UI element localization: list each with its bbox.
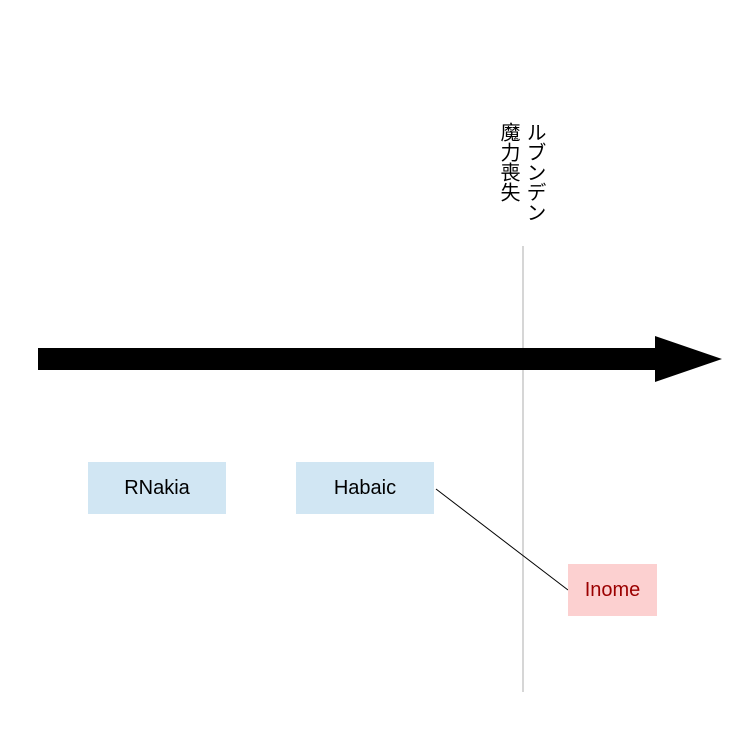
event-box-rnakia: RNakia: [88, 462, 226, 514]
event-label-inome: Inome: [584, 578, 641, 601]
connector-line: [435, 488, 569, 591]
event-label-rnakia: RNakia: [124, 476, 190, 499]
event-label-habaic: Habaic: [333, 476, 397, 499]
event-box-habaic: Habaic: [296, 462, 434, 514]
marker-label-line-1: ルブンデン: [523, 122, 547, 222]
timeline-arrow: [38, 336, 722, 382]
marker-label-line-2: 魔力喪失: [497, 122, 521, 202]
event-box-inome: Inome: [568, 564, 657, 616]
